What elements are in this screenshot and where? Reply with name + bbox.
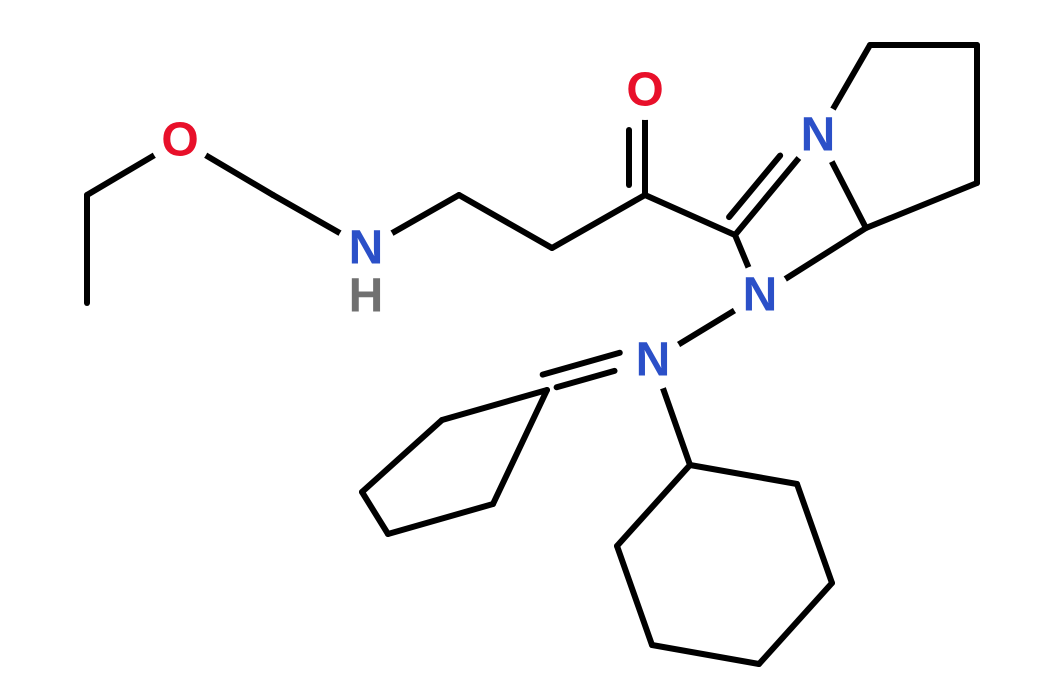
bond-C23-C18 [690, 465, 797, 484]
bond-N12-C14 [735, 235, 748, 267]
bond-C26-C27 [362, 492, 388, 534]
atom-label-N12: N [743, 269, 778, 322]
bond-O1-C4 [206, 155, 273, 195]
bond-C14-N10 [729, 156, 799, 235]
bond-C28-C24 [493, 390, 547, 504]
bond-C4-N5 [273, 195, 340, 233]
bond-N12-N13 [679, 311, 735, 345]
atom-label-N13: N [636, 334, 671, 387]
bond-C21-C22 [759, 583, 832, 664]
bond-C17-C11 [866, 183, 977, 228]
bond-C19-C20 [617, 546, 652, 645]
bond-N10-C15 [833, 45, 870, 109]
bond-C7-C8 [552, 195, 645, 248]
atom-label-N10: N [801, 109, 836, 162]
bond-C11-N12 [785, 228, 866, 279]
molecule-diagram: ONHONNN [0, 0, 1061, 680]
atom-label-O9: O [626, 64, 663, 117]
bond-C25-C26 [362, 420, 442, 492]
atom-label-O1: O [161, 114, 198, 167]
bond-C8-C14 [645, 195, 735, 235]
atom-label-H5: H [349, 270, 384, 323]
bond-C27-C28 [388, 504, 493, 534]
bond-C8-O9 [629, 120, 645, 195]
bond-C18-C19 [617, 465, 690, 546]
bond-N5-C6 [392, 195, 459, 233]
bond-C22-C23 [797, 484, 832, 583]
bond-C6-C7 [459, 195, 552, 248]
bond-N10-C11 [832, 162, 866, 228]
bond-N13-C18 [663, 388, 690, 465]
bond-C24-C25 [442, 390, 547, 420]
bond-N13-C24 [543, 353, 620, 388]
bond-O1-C2 [87, 155, 154, 195]
bond-C20-C21 [652, 645, 759, 664]
